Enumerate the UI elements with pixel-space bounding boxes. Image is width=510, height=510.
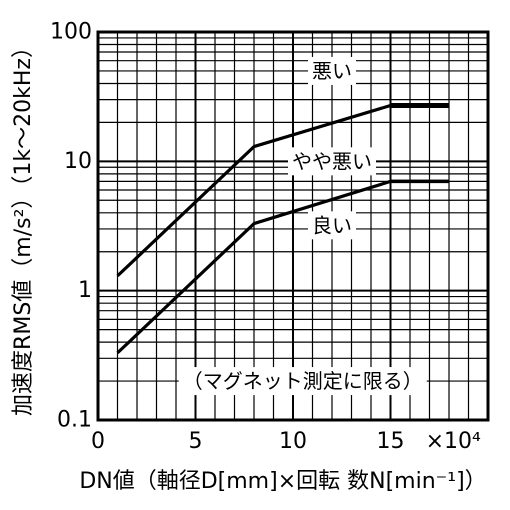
x-tick-label: 15	[377, 429, 405, 454]
y-tick-label: 0.1	[57, 408, 92, 433]
x-axis-title: DN値（軸径D[mm]×回転 数N[min⁻¹]）	[79, 469, 486, 494]
x-tick-label: 0	[91, 429, 105, 454]
annotation-label: やや悪い	[292, 149, 372, 173]
x-multiplier-label: ×10⁴	[426, 429, 481, 454]
y-tick-label: 1	[78, 278, 92, 303]
annotation-background	[288, 147, 376, 176]
x-tick-label: 5	[189, 429, 203, 454]
annotation-background	[178, 367, 427, 396]
x-tick-label: 10	[279, 429, 307, 454]
plot-frame	[96, 30, 490, 422]
y-tick-labels: 0.1 1 10 100	[50, 20, 92, 433]
annotation-label: 良い	[312, 213, 352, 237]
x-tick-labels: 0 5 10 15	[91, 429, 405, 454]
annotation-background	[308, 211, 356, 240]
series-line-2	[116, 179, 449, 355]
annotation-label: （マグネット測定に限る）	[183, 369, 423, 393]
annotation-label: 悪い	[312, 59, 352, 83]
data-series	[116, 103, 449, 355]
series-line-1	[116, 103, 449, 278]
y-tick-label: 10	[64, 149, 92, 174]
y-tick-label: 100	[50, 20, 92, 45]
annotation-background	[308, 56, 356, 85]
grid-lines	[98, 32, 488, 420]
y-axis-title: 加速度RMS値（m/s²）（1k～20kHz）	[11, 36, 36, 416]
